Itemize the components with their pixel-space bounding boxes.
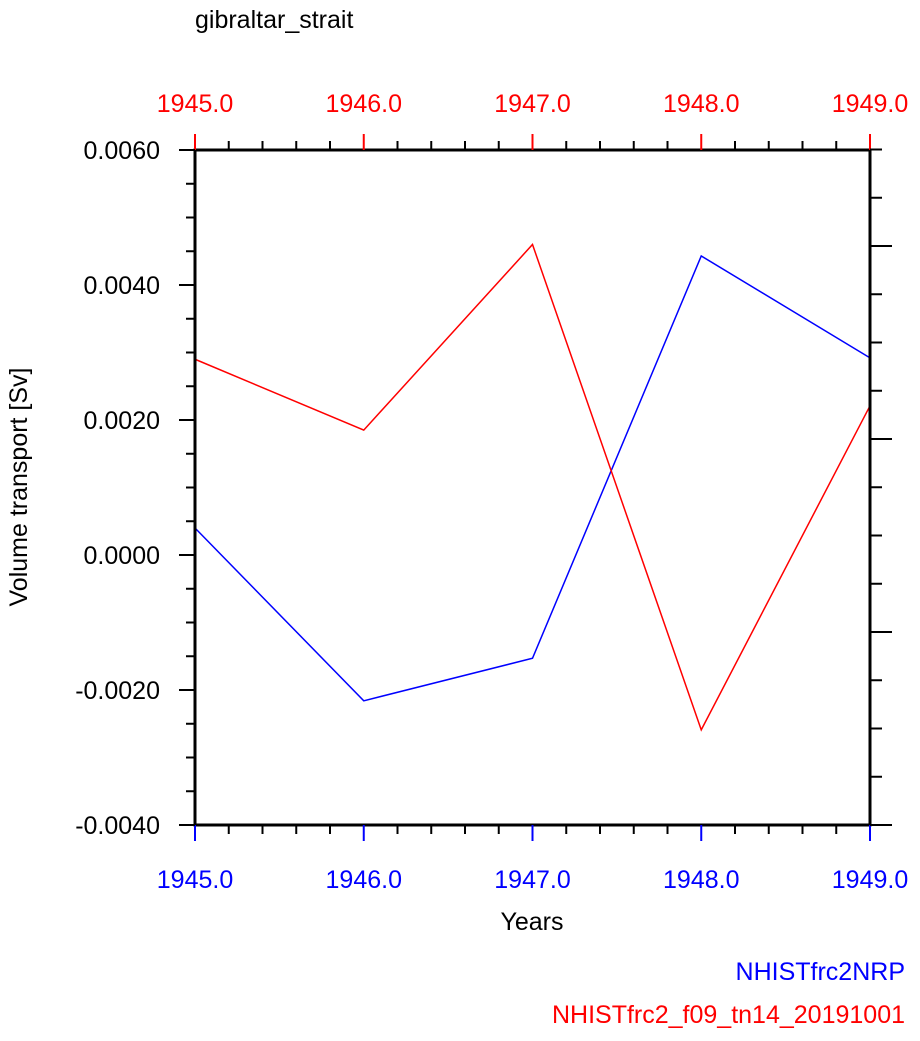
series-line-1 xyxy=(194,243,871,732)
legend-entry-0: NHISTfrc2NRP xyxy=(736,958,905,986)
top-x-tick-label: 1945.0 xyxy=(157,90,233,118)
left-y-tick-label: 0.0000 xyxy=(84,542,160,570)
legend-entry-1: NHISTfrc2_f09_tn14_20191001 xyxy=(552,1001,905,1029)
bottom-x-tick-label: 1948.0 xyxy=(663,866,739,894)
bottom-x-tick-label: 1945.0 xyxy=(157,866,233,894)
left-y-tick-label: -0.0020 xyxy=(75,677,160,705)
left-y-tick-label: 0.0020 xyxy=(84,407,160,435)
top-x-tick-label: 1946.0 xyxy=(326,90,402,118)
left-y-tick-label: 0.0040 xyxy=(84,272,160,300)
top-x-tick-label: 1947.0 xyxy=(494,90,570,118)
bottom-x-tick-label: 1949.0 xyxy=(832,866,908,894)
left-y-tick-label: -0.0040 xyxy=(75,812,160,840)
chart-title: gibraltar_strait xyxy=(195,6,353,34)
x-axis-label: Years xyxy=(500,908,563,936)
left-y-tick-label: 0.0060 xyxy=(84,137,160,165)
y-axis-label: Volume transport [Sv] xyxy=(5,367,33,606)
top-x-tick-label: 1948.0 xyxy=(663,90,739,118)
bottom-x-tick-label: 1946.0 xyxy=(326,866,402,894)
bottom-x-tick-label: 1947.0 xyxy=(494,866,570,894)
top-x-tick-label: 1949.0 xyxy=(832,90,908,118)
series-line-0 xyxy=(194,254,871,702)
plot-frame xyxy=(193,148,872,827)
